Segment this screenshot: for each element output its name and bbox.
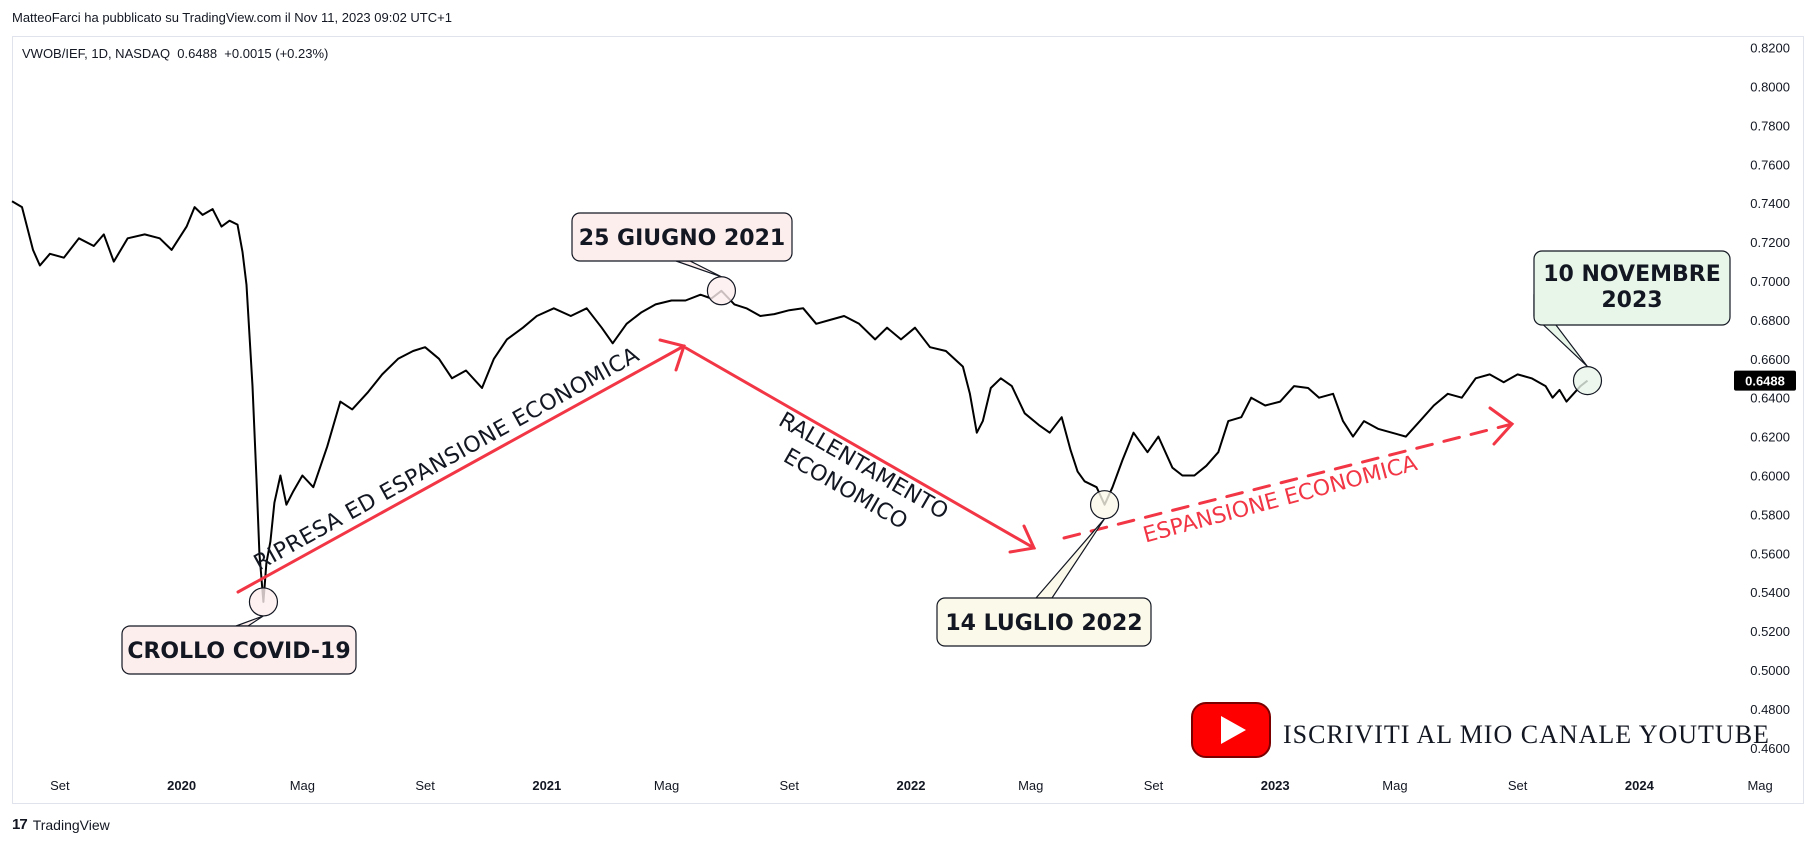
symbol-info: VWOB/IEF, 1D, NASDAQ 0.6488 +0.0015 (+0.… [22,46,328,61]
y-tick-label: 0.6800 [1750,313,1790,328]
callout-label: CROLLO COVID-19 [127,639,350,664]
youtube-cta[interactable]: ISCRIVITI AL MIO CANALE YOUTUBE [1191,702,1770,758]
y-tick-label: 0.7600 [1750,157,1790,172]
x-tick-label: Mag [1382,778,1407,793]
y-tick-label: 0.6200 [1750,430,1790,445]
callout-box [121,625,357,675]
future-trend-arrow-shaft [1062,422,1514,540]
last-price-tag [1734,370,1796,391]
axes: 0.8200 0.8000 0.7800 0.7600 0.7400 0.7200 0.70… [50,41,1796,793]
callout-annotations: CROLLO COVID-19 25 GIUGNO 2021 14 LUGLIO 2… [121,212,1731,675]
x-tick-label: Mag [290,778,315,793]
trend-label-recovery: RIPRESA ED ESPANSIONE ECONOMICA [250,343,644,577]
y-tick-label: 0.5200 [1750,624,1790,639]
callout-box [1533,250,1731,326]
youtube-cta-label: ISCRIVITI AL MIO CANALE YOUTUBE [1283,720,1770,749]
y-tick-label: 0.8000 [1750,80,1790,95]
y-tick-label: 0.4600 [1750,741,1790,756]
y-tick-label: 0.7000 [1750,274,1790,289]
y-tick-label: 0.5000 [1750,663,1790,678]
callout-label: 10 NOVEMBRE 2023 [1543,262,1720,313]
callout-label: 14 LUGLIO 2022 [945,611,1142,636]
trend-label-expansion: ESPANSIONE ECONOMICA [1141,451,1420,548]
y-tick-label: 0.6000 [1750,469,1790,484]
y-tick-label: 0.7800 [1750,118,1790,133]
callout-pointer [675,260,722,278]
trend-arrows [236,338,1515,594]
x-tick-label: Set [415,778,435,793]
callout-target-circle [248,587,279,617]
callout-target-circle [1572,366,1603,396]
x-tick-label: Set [50,778,70,793]
y-tick-label: 0.6400 [1750,391,1790,406]
callout-target-circle [1089,490,1120,520]
down-trend-arrow-head [1008,524,1037,554]
callout-pointer [235,615,264,627]
callout-4: 10 NOVEMBRE 2023 [1533,250,1731,396]
play-icon [1221,716,1246,744]
y-tick-label: 0.8200 [1750,41,1790,56]
price-line [11,200,1589,603]
callout-box [936,597,1152,647]
x-tick-label: 2020 [167,778,196,793]
future-trend-arrow-head [1488,406,1515,446]
x-tick-label: Mag [1018,778,1043,793]
published-header: MatteoFarci ha pubblicato su TradingView… [12,10,452,25]
x-tick-label: 2024 [1625,778,1655,793]
callout-pointer [1034,518,1106,599]
up-trend-arrow-head [658,338,686,372]
y-tick-label: 0.4800 [1750,702,1790,717]
x-tick-label: Set [780,778,800,793]
callout-target-circle [706,276,737,306]
y-tick-label: 0.5600 [1750,546,1790,561]
x-tick-label: Mag [654,778,679,793]
callout-3: 14 LUGLIO 2022 [936,490,1152,647]
y-tick-label: 0.6600 [1750,352,1790,367]
x-tick-label: 2023 [1261,778,1290,793]
chart-frame [12,36,1804,804]
footer-brand-label: TradingView [32,816,110,833]
down-trend-arrow-shaft [684,346,1036,550]
y-tick-label: 0.7400 [1750,196,1790,211]
last-price-label: 0.6488 [1745,374,1785,389]
callout-2: 25 GIUGNO 2021 [571,212,793,306]
x-tick-label: Set [1144,778,1164,793]
x-tick-label: 2022 [897,778,926,793]
y-tick-label: 0.7200 [1750,235,1790,250]
up-trend-arrow-shaft [236,344,686,594]
y-tick-label: 0.5400 [1750,585,1790,600]
footer-brand[interactable]: 17 TradingView [12,816,110,833]
x-tick-label: Set [1508,778,1528,793]
tradingview-logo-icon: 17 [12,816,28,833]
callout-box [571,212,793,262]
x-tick-label: Mag [1747,778,1772,793]
x-tick-label: 2021 [532,778,561,793]
y-tick-label: 0.5800 [1750,507,1790,522]
callout-1: CROLLO COVID-19 [121,587,357,675]
callout-label: 25 GIUGNO 2021 [579,226,785,251]
